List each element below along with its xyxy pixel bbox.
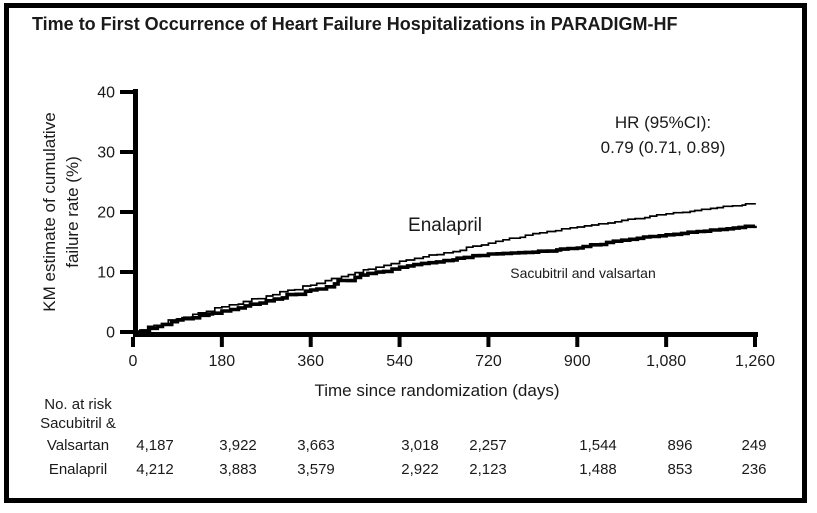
figure-title: Time to First Occurrence of Heart Failur…: [32, 14, 678, 34]
y-tick-label: 30: [97, 145, 115, 162]
x-tick: [753, 337, 757, 347]
x-tick-label: 1,260: [735, 353, 775, 370]
y-tick-label: 20: [97, 205, 115, 222]
axes: [120, 89, 758, 347]
y-axis-spine: [133, 89, 138, 337]
km-curves: [133, 202, 757, 334]
hr-annotation-line2: 0.79 (0.71, 0.89): [600, 138, 726, 157]
x-tick-label: 540: [386, 353, 413, 370]
x-tick-label: 180: [209, 353, 236, 370]
y-tick-label: 0: [106, 325, 115, 342]
series-label-enalapril: Enalapril: [408, 215, 482, 236]
x-tick: [397, 337, 402, 347]
x-tick-label: 0: [129, 353, 138, 370]
y-tick: [120, 210, 133, 214]
y-tick: [120, 270, 133, 274]
x-tick: [575, 337, 580, 347]
x-tick-label: 1,080: [646, 353, 686, 370]
x-tick-label: 900: [564, 353, 591, 370]
km-curve-enalapril: [133, 202, 756, 333]
x-tick: [486, 337, 491, 347]
x-tick-label: 720: [475, 353, 502, 370]
series-label-sacubitril-valsartan: Sacubitril and valsartan: [510, 265, 656, 281]
x-tick: [131, 337, 135, 347]
y-tick: [120, 330, 133, 334]
x-axis-spine: [133, 332, 758, 337]
y-tick: [120, 150, 133, 154]
x-axis-title: Time since randomization (days): [314, 381, 560, 400]
x-tick-label: 360: [297, 353, 324, 370]
y-tick-label: 40: [97, 85, 115, 102]
y-tick-label: 10: [97, 265, 115, 282]
y-tick: [120, 90, 133, 94]
hr-annotation: HR (95%CI): 0.79 (0.71, 0.89): [518, 110, 808, 160]
axis-tick-labels: 0 10 20 30 40 0 180 360 540 720 900 1,080 1,260: [97, 85, 775, 371]
x-tick: [219, 337, 224, 347]
hr-annotation-line1: HR (95%CI):: [614, 113, 712, 132]
km-curve-sacubitril-valsartan: [133, 224, 757, 334]
x-tick: [308, 337, 313, 347]
x-tick: [664, 337, 669, 347]
